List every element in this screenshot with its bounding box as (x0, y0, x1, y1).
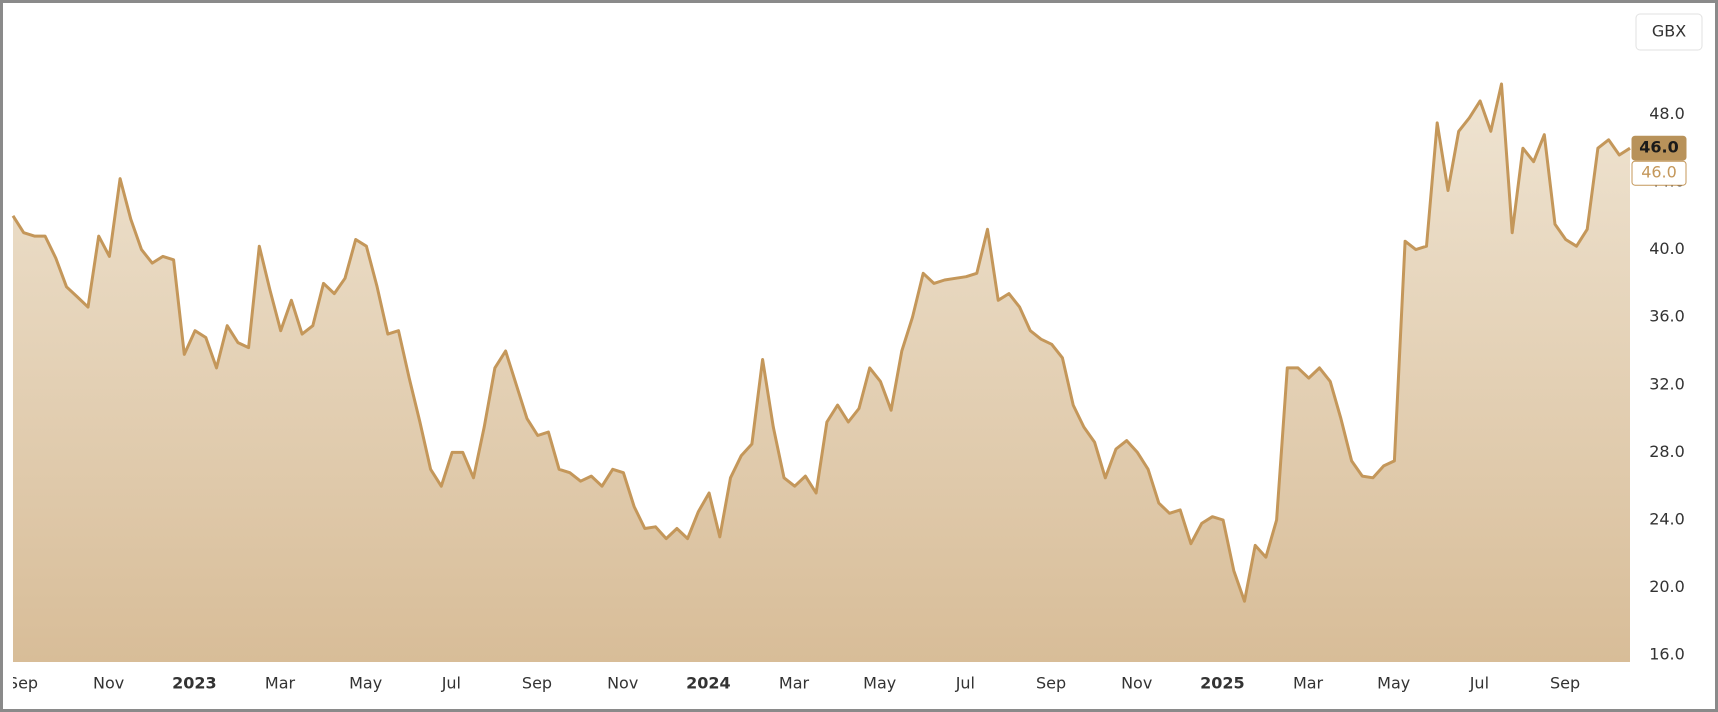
x-tick-label: Mar (265, 674, 296, 693)
y-tick-label: 20.0 (1649, 577, 1685, 596)
price-label: 46.0 (1639, 138, 1678, 157)
x-tick-label: Nov (1121, 674, 1152, 693)
x-tick-label: Sep (1550, 674, 1580, 693)
price-line (11, 82, 1631, 603)
x-tick-label: Nov (607, 674, 638, 693)
x-tick-label: 2023 (172, 674, 217, 693)
x-tick-label: Mar (779, 674, 810, 693)
x-tick-label: May (349, 674, 382, 693)
y-tick-label: 24.0 (1649, 510, 1685, 529)
x-tick-label: 2025 (1200, 674, 1245, 693)
x-tick-label: Jul (955, 674, 975, 693)
y-tick-label: 28.0 (1649, 442, 1685, 461)
y-tick-label: 40.0 (1649, 239, 1685, 258)
x-tick-label: Nov (93, 674, 124, 693)
price-label-box (1631, 160, 1687, 186)
y-tick-label: 48.0 (1649, 104, 1685, 123)
area (13, 84, 1630, 662)
x-tick-label: 2024 (686, 674, 731, 693)
x-tick-label: Sep (1036, 674, 1066, 693)
y-tick-label: 36.0 (1649, 307, 1685, 326)
x-tick-label: Sep (8, 674, 38, 693)
x-axis: Sep Nov 2023 Mar May Jul Sep Nov 2024 Mar May Jul Se… (8, 674, 1580, 693)
y-tick-label: 32.0 (1649, 374, 1685, 393)
x-tick-label: Sep (522, 674, 552, 693)
x-tick-label: May (1377, 674, 1410, 693)
price-label-box (1631, 135, 1687, 161)
currency-button[interactable] (1635, 13, 1703, 51)
y-tick-label: 16.0 (1649, 645, 1685, 664)
price-label: 46.0 (1641, 163, 1677, 182)
x-tick-label: Jul (1469, 674, 1489, 693)
currency-label[interactable]: GBX (1652, 22, 1686, 41)
x-tick-label: Jul (441, 674, 461, 693)
x-tick-label: May (863, 674, 896, 693)
x-tick-label: Mar (1293, 674, 1324, 693)
